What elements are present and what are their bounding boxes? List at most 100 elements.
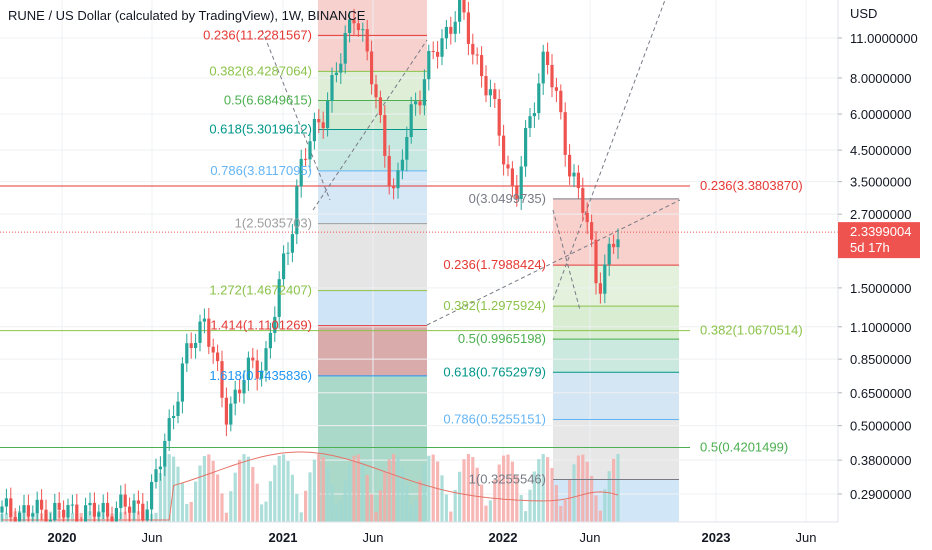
volume-bar <box>378 490 382 522</box>
candle-body <box>0 506 4 513</box>
volume-bar <box>612 458 616 522</box>
candle-body <box>304 158 308 160</box>
candle-body <box>264 348 268 371</box>
candle-body <box>532 113 536 117</box>
volume-bar <box>207 454 211 522</box>
price-tick-label: 3.5000000 <box>850 175 911 190</box>
volume-bar <box>334 504 338 522</box>
volume-bar <box>295 493 299 522</box>
volume-bar <box>594 495 598 522</box>
volume-bar <box>4 512 8 522</box>
volume-bar <box>546 457 550 522</box>
volume-bar <box>458 471 462 522</box>
candle-body <box>554 87 558 91</box>
candle-body <box>31 513 35 517</box>
time-tick-label: 2022 <box>489 530 518 545</box>
volume-bar <box>264 501 268 522</box>
volume-bar <box>374 511 378 522</box>
price-tick-label: 6.0000000 <box>850 107 911 122</box>
candle-body <box>321 122 325 129</box>
candle-body <box>444 26 448 39</box>
price-axis[interactable]: 11.0000000 8.0000000 6.0000000 4.5000000 3.5… <box>837 0 932 550</box>
candle-body <box>598 283 602 294</box>
volume-bar <box>352 455 356 522</box>
volume-bar <box>185 503 189 522</box>
candle-body <box>590 222 594 240</box>
current-price-tag <box>838 222 920 259</box>
candle-body <box>119 494 123 509</box>
candle-body <box>176 401 180 416</box>
volume-bar <box>356 454 360 522</box>
horizontal-line-label: 0.236(3.3803870) <box>700 178 803 193</box>
candle-body <box>273 316 277 333</box>
volume-bar <box>405 484 409 522</box>
trend-line <box>552 209 581 311</box>
chart-title: RUNE / US Dollar (calculated by TradingV… <box>8 8 366 23</box>
volume-bar <box>163 459 167 522</box>
time-axis[interactable]: 2020 Jun 2021 Jun 2022 Jun 2023 Jun <box>0 521 838 550</box>
volume-bar <box>312 459 316 522</box>
fib-zone <box>553 479 679 524</box>
fib-level-label: 0.5(0.9965198) <box>458 331 546 346</box>
fib-level-label: 0.5(6.6849615) <box>224 92 312 107</box>
candle-body <box>519 166 523 199</box>
fib-level-label: 0.786(0.5255151) <box>443 411 546 426</box>
volume-bar <box>268 481 272 522</box>
volume-bar <box>330 483 334 522</box>
volume-bar <box>568 479 572 522</box>
volume-bar <box>409 505 413 522</box>
candle-body <box>568 154 572 177</box>
volume-bar <box>260 504 264 522</box>
candle-body <box>308 141 312 160</box>
volume-bar <box>488 500 492 522</box>
volume-bar <box>519 494 523 522</box>
volume-bar <box>396 456 400 522</box>
candle-body <box>163 440 167 467</box>
volume-bar <box>585 461 589 522</box>
price-tick-label: 1.1000000 <box>850 320 911 335</box>
volume-bar <box>242 454 246 522</box>
candle-body <box>603 264 607 294</box>
candle-body <box>515 185 519 199</box>
candle-body <box>233 389 237 404</box>
candle-body <box>576 172 580 189</box>
volume-bar <box>471 457 475 522</box>
volume-bar <box>277 455 281 522</box>
candle-body <box>286 252 290 254</box>
candle-body <box>563 112 567 155</box>
volume-bar <box>136 511 140 522</box>
candle-body <box>62 509 66 518</box>
candle-body <box>101 502 105 513</box>
volume-bar <box>493 480 497 522</box>
candle-body <box>585 212 589 223</box>
candle-body <box>66 505 70 518</box>
price-tick-label: 0.2900000 <box>850 487 911 502</box>
volume-bar <box>220 493 224 522</box>
candle-body <box>339 63 343 73</box>
price-axis-bg <box>838 0 932 550</box>
volume-bar <box>348 464 352 522</box>
volume-bar <box>581 454 585 522</box>
price-tick-label: 2.7000000 <box>850 207 911 222</box>
volume-bar <box>282 454 286 522</box>
candle-body <box>436 51 440 57</box>
trend-line <box>312 39 428 211</box>
volume-bar <box>572 464 576 522</box>
candle-body <box>145 509 149 521</box>
candle-body <box>378 97 382 116</box>
volume-bar <box>466 454 470 522</box>
candle-body <box>488 89 492 96</box>
volume-bar <box>326 467 330 522</box>
candle-body <box>211 346 215 353</box>
candle-body <box>449 26 453 34</box>
candle-body <box>471 43 475 55</box>
time-axis-bg <box>0 522 838 550</box>
candle-body <box>550 64 554 88</box>
volume-bar <box>211 460 215 522</box>
volume-bar <box>554 485 558 522</box>
volume-bar <box>576 455 580 522</box>
candle-body <box>136 500 140 504</box>
price-tick-label: 0.3800000 <box>850 453 911 468</box>
candle-body <box>70 504 74 506</box>
